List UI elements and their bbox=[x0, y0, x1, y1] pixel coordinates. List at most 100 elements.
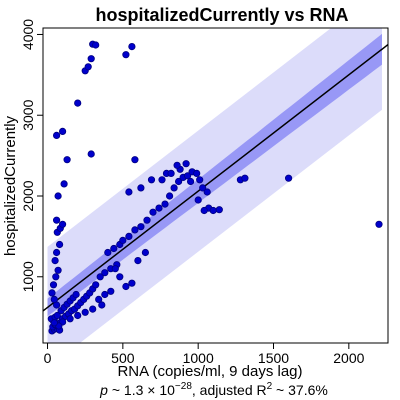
data-point bbox=[98, 301, 106, 309]
x-tick-label: 0 bbox=[44, 350, 52, 366]
data-point bbox=[175, 177, 183, 186]
data-point bbox=[52, 131, 61, 139]
r2-value: ~ 37.6% bbox=[272, 382, 328, 398]
p-symbol: p bbox=[99, 382, 108, 398]
data-point bbox=[101, 269, 109, 277]
data-point bbox=[52, 248, 61, 257]
data-point bbox=[215, 206, 223, 214]
data-point bbox=[72, 290, 80, 299]
data-point bbox=[110, 244, 118, 253]
data-point bbox=[141, 248, 149, 257]
x-axis-label: RNA (copies/ml, 9 days lag) bbox=[117, 363, 302, 380]
data-point bbox=[74, 311, 82, 320]
data-point bbox=[92, 281, 100, 289]
y-tick-label: 4000 bbox=[20, 19, 36, 50]
p-value-text: ~ 1.3 × 10 bbox=[108, 382, 175, 398]
data-point bbox=[125, 188, 133, 196]
fit-statistics-note: p ~ 1.3 × 10−28, adjusted R2 ~ 37.6% bbox=[99, 381, 328, 398]
data-point bbox=[74, 99, 82, 107]
data-point bbox=[101, 290, 109, 299]
data-point bbox=[95, 295, 103, 303]
plot-frame bbox=[42, 27, 389, 344]
data-point bbox=[111, 265, 119, 273]
data-point bbox=[54, 192, 62, 200]
x-tick-label: 2000 bbox=[333, 350, 364, 366]
data-point bbox=[209, 206, 217, 215]
plot-area bbox=[43, 28, 388, 343]
data-point bbox=[87, 150, 95, 158]
data-point bbox=[170, 184, 178, 192]
data-point bbox=[143, 216, 151, 224]
data-point bbox=[55, 240, 64, 249]
data-point bbox=[203, 188, 211, 196]
data-point bbox=[149, 208, 157, 216]
data-point bbox=[167, 169, 175, 177]
data-point bbox=[81, 308, 89, 316]
data-point bbox=[137, 223, 145, 231]
data-point bbox=[200, 206, 208, 215]
data-point bbox=[166, 192, 174, 200]
data-point bbox=[199, 184, 207, 192]
data-point bbox=[60, 180, 68, 188]
data-point bbox=[128, 42, 136, 51]
x-axis: 0 500 1000 1500 2000 bbox=[44, 343, 365, 366]
r2-exponent: 2 bbox=[267, 381, 273, 392]
data-point bbox=[125, 232, 133, 240]
data-point bbox=[87, 55, 95, 63]
data-point bbox=[58, 127, 67, 135]
data-point bbox=[194, 196, 202, 204]
data-point bbox=[107, 287, 115, 295]
data-point bbox=[134, 256, 142, 265]
data-point bbox=[161, 200, 169, 208]
x-tick-label: 1000 bbox=[183, 350, 214, 366]
data-point bbox=[155, 204, 163, 212]
data-point bbox=[158, 176, 166, 184]
data-point bbox=[131, 226, 139, 234]
data-point bbox=[53, 311, 61, 320]
data-point bbox=[119, 236, 127, 244]
y-axis-label: hospitalizedCurrently bbox=[2, 115, 19, 256]
data-point bbox=[122, 51, 130, 59]
r2-label: , adjusted R bbox=[192, 382, 267, 398]
x-tick-label: 1500 bbox=[258, 350, 289, 366]
data-point bbox=[128, 279, 136, 287]
p-value-exponent: −28 bbox=[175, 381, 192, 392]
data-point bbox=[52, 273, 60, 281]
data-point bbox=[89, 305, 97, 313]
x-tick-label: 500 bbox=[111, 350, 135, 366]
data-point bbox=[193, 169, 201, 177]
data-point bbox=[96, 273, 104, 281]
data-point bbox=[182, 160, 190, 168]
data-point bbox=[241, 174, 249, 182]
data-point bbox=[52, 216, 61, 224]
data-point bbox=[50, 295, 58, 303]
data-point bbox=[84, 63, 92, 71]
data-point bbox=[58, 220, 67, 228]
regression-line bbox=[43, 44, 388, 312]
y-tick-label: 3000 bbox=[20, 99, 36, 130]
data-point bbox=[184, 172, 192, 180]
confidence-band bbox=[47, 33, 382, 317]
data-point bbox=[51, 256, 59, 265]
data-point bbox=[131, 156, 139, 164]
data-point bbox=[92, 41, 100, 49]
data-point bbox=[196, 176, 204, 184]
data-point bbox=[147, 176, 156, 184]
data-point bbox=[173, 161, 181, 169]
data-point bbox=[375, 220, 383, 228]
data-point bbox=[63, 156, 71, 164]
data-point bbox=[66, 315, 74, 323]
data-point bbox=[116, 273, 124, 281]
data-point bbox=[187, 177, 195, 186]
data-point bbox=[284, 174, 293, 182]
data-point bbox=[49, 281, 58, 289]
chart-title: hospitalizedCurrently vs RNA bbox=[95, 5, 348, 25]
data-point bbox=[50, 319, 58, 327]
y-tick-label: 1000 bbox=[20, 261, 36, 292]
y-axis: 1000 2000 3000 4000 bbox=[20, 19, 43, 292]
data-point bbox=[48, 289, 56, 297]
data-point bbox=[104, 248, 112, 257]
data-point bbox=[137, 184, 145, 192]
data-point bbox=[54, 266, 62, 274]
